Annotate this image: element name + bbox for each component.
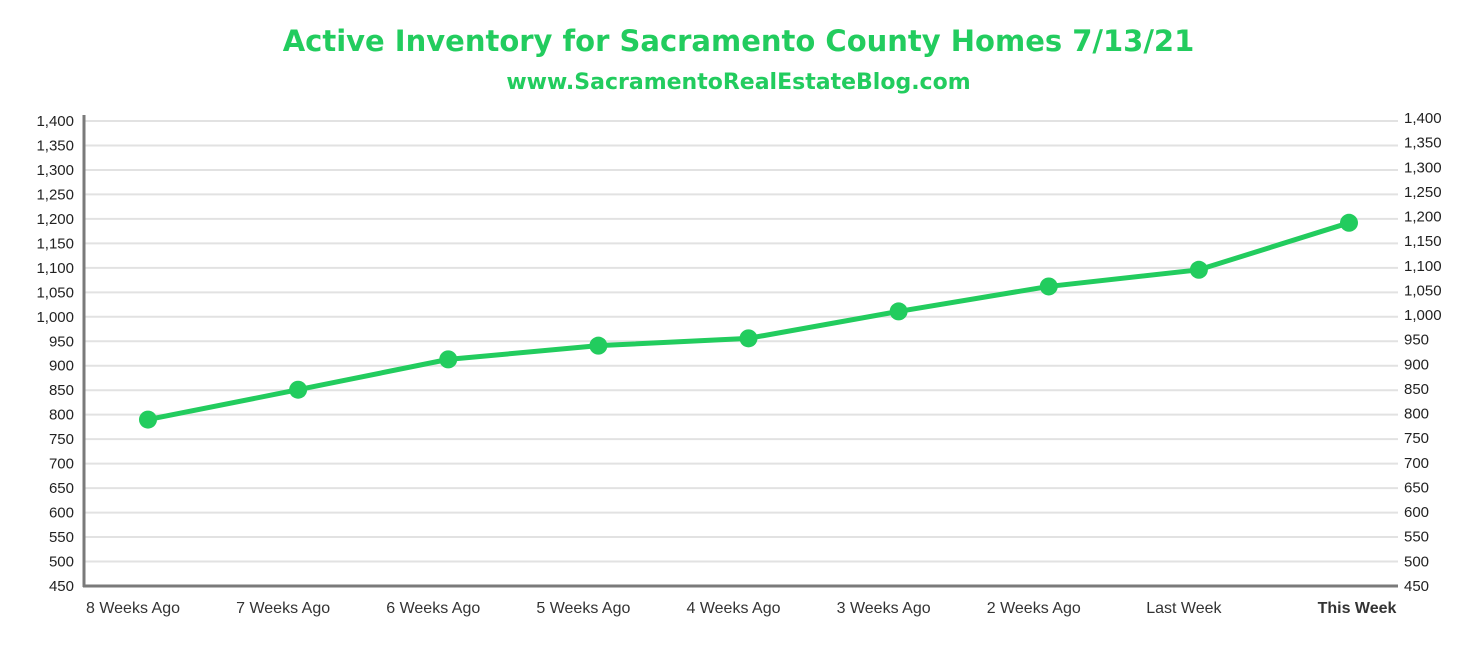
left-tick-label: 1,050: [36, 284, 74, 301]
right-tick-label: 1,250: [1404, 184, 1442, 201]
left-tick-label: 950: [49, 333, 74, 350]
right-tick-label: 1,300: [1404, 159, 1442, 176]
right-tick-label: 1,350: [1404, 135, 1442, 152]
right-tick-label: 650: [1404, 479, 1429, 496]
chart-title: Active Inventory for Sacramento County H…: [282, 24, 1195, 58]
data-point: [1340, 213, 1358, 232]
data-point: [1189, 260, 1208, 279]
right-tick-label: 950: [1404, 332, 1429, 349]
left-tick-label: 1,000: [36, 309, 74, 326]
left-tick-label: 1,200: [36, 211, 74, 228]
left-axis-ticks: 450 500 550 600 650 700 750 800 850 900 950 1,000 1,…: [36, 113, 74, 595]
right-tick-label: 1,150: [1404, 233, 1442, 250]
right-tick-label: 1,000: [1404, 307, 1442, 324]
left-tick-label: 800: [49, 407, 74, 424]
left-tick-label: 500: [49, 554, 74, 571]
data-point: [589, 336, 608, 355]
left-tick-label: 1,150: [36, 235, 74, 252]
right-tick-label: 900: [1404, 356, 1429, 373]
left-tick-label: 450: [49, 578, 74, 595]
left-tick-label: 1,400: [36, 113, 74, 130]
right-tick-label: 500: [1404, 553, 1429, 570]
left-tick-label: 700: [49, 456, 74, 473]
data-point: [889, 302, 908, 321]
data-point: [139, 410, 157, 429]
right-tick-label: 800: [1404, 406, 1429, 423]
left-tick-label: 650: [49, 480, 74, 497]
x-tick-label: 2 Weeks Ago: [987, 600, 1081, 617]
x-tick-label: 8 Weeks Ago: [86, 600, 180, 617]
chart-subtitle: www.SacramentoRealEstateBlog.com: [506, 70, 971, 95]
right-tick-label: 700: [1404, 455, 1429, 472]
right-tick-label: 1,400: [1404, 110, 1442, 127]
left-tick-label: 1,100: [36, 260, 74, 277]
right-tick-label: 850: [1404, 381, 1429, 398]
right-axis-ticks: 450 500 550 600 650 700 750 800 850 900 950 1,000 1,…: [1404, 110, 1442, 595]
x-tick-label: 6 Weeks Ago: [386, 600, 480, 617]
gridlines: [84, 120, 1398, 563]
left-tick-label: 900: [49, 358, 74, 375]
left-tick-label: 750: [49, 431, 74, 448]
left-tick-label: 1,250: [36, 186, 74, 203]
data-point: [739, 329, 758, 348]
left-tick-label: 1,350: [36, 137, 74, 154]
right-tick-label: 1,200: [1404, 209, 1442, 226]
series-line-group: [139, 213, 1358, 429]
data-point: [289, 380, 308, 399]
x-tick-label: Last Week: [1146, 600, 1222, 617]
x-tick-label: 7 Weeks Ago: [236, 600, 330, 617]
right-tick-label: 600: [1404, 504, 1429, 521]
data-point: [1039, 277, 1058, 296]
right-tick-label: 1,100: [1404, 258, 1442, 275]
left-tick-label: 1,300: [36, 162, 74, 179]
category-labels: 8 Weeks Ago 7 Weeks Ago 6 Weeks Ago 5 Weeks…: [86, 600, 1397, 617]
data-point: [439, 350, 458, 369]
right-tick-label: 550: [1404, 529, 1429, 546]
left-tick-label: 550: [49, 529, 74, 546]
left-tick-label: 600: [49, 505, 74, 522]
right-tick-label: 450: [1404, 578, 1429, 595]
x-tick-label: 5 Weeks Ago: [536, 600, 630, 617]
right-tick-label: 1,050: [1404, 282, 1442, 299]
x-tick-label: 3 Weeks Ago: [837, 600, 931, 617]
x-tick-label: This Week: [1318, 600, 1397, 617]
left-tick-label: 850: [49, 382, 74, 399]
x-tick-label: 4 Weeks Ago: [687, 600, 781, 617]
axes: [82, 115, 1398, 588]
right-tick-label: 750: [1404, 430, 1429, 447]
